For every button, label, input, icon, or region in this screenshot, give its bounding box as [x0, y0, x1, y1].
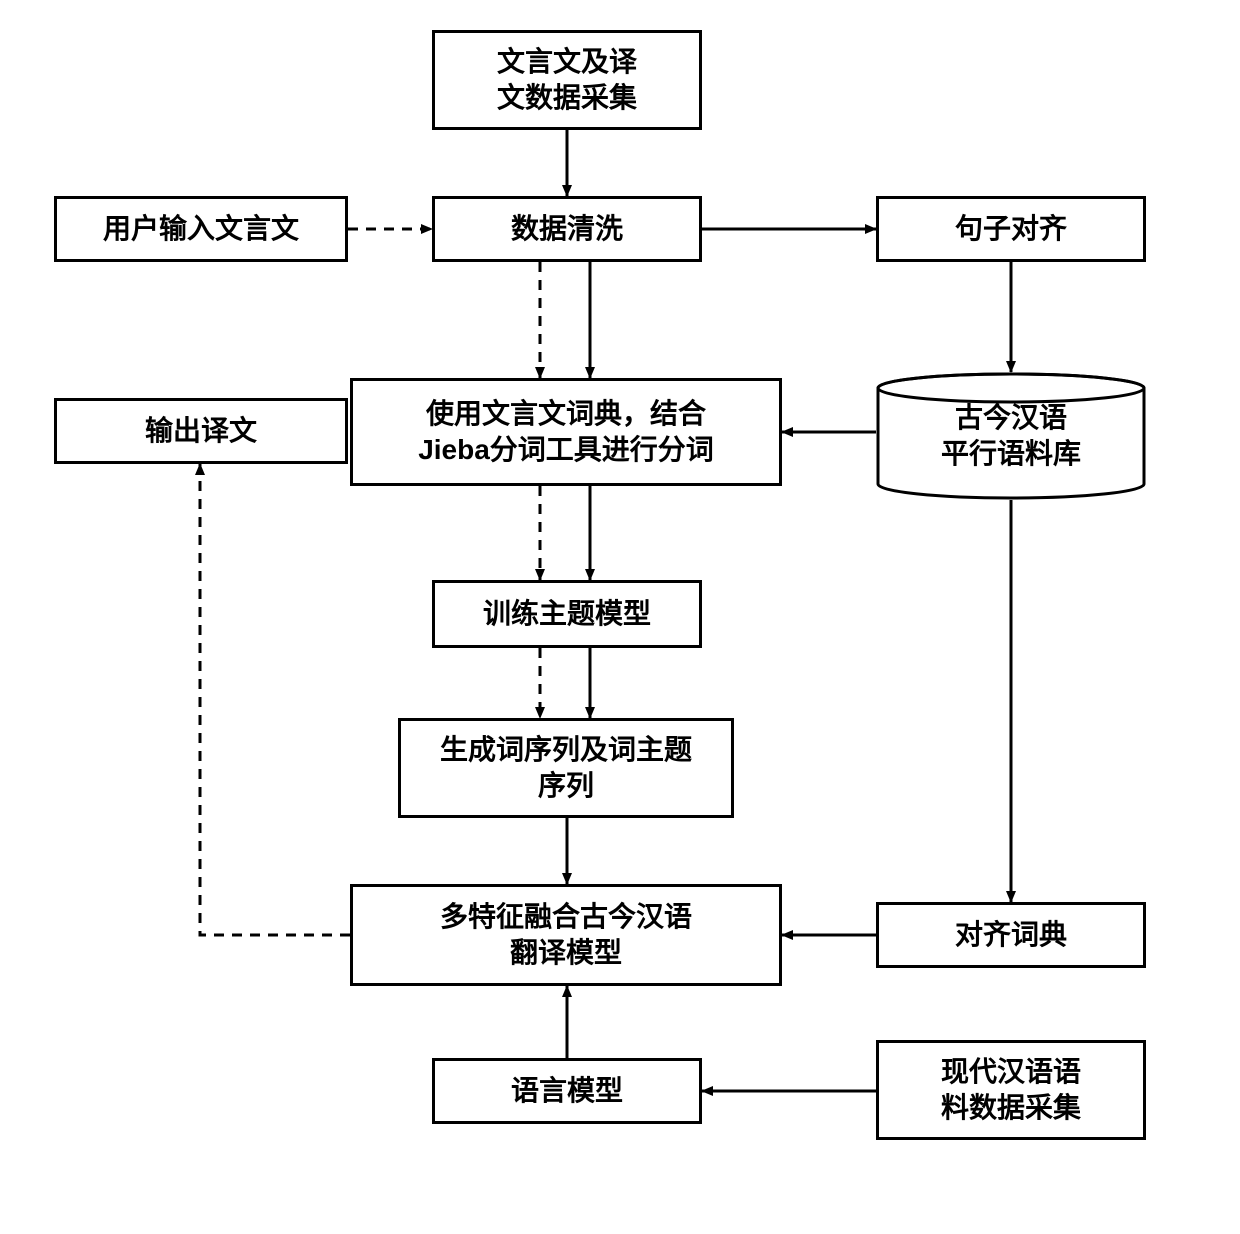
- node-collect: 文言文及译文数据采集: [432, 30, 702, 130]
- edge-translate-to-output: [200, 464, 350, 935]
- node-align: 句子对齐: [876, 196, 1146, 262]
- node-align-dict: 对齐词典: [876, 902, 1146, 968]
- node-train-topic: 训练主题模型: [432, 580, 702, 648]
- node-output: 输出译文: [54, 398, 348, 464]
- node-jieba: 使用文言文词典，结合Jieba分词工具进行分词: [350, 378, 782, 486]
- node-label: 现代汉语语料数据采集: [941, 1054, 1081, 1127]
- node-label: 数据清洗: [511, 211, 623, 247]
- node-label: 文言文及译文数据采集: [497, 44, 637, 117]
- node-modern-collect: 现代汉语语料数据采集: [876, 1040, 1146, 1140]
- node-label: 使用文言文词典，结合Jieba分词工具进行分词: [418, 396, 714, 469]
- node-label: 用户输入文言文: [103, 211, 299, 247]
- node-translate: 多特征融合古今汉语翻译模型: [350, 884, 782, 986]
- node-label: 输出译文: [145, 413, 257, 449]
- node-lang-model: 语言模型: [432, 1058, 702, 1124]
- node-label: 生成词序列及词主题序列: [440, 732, 692, 805]
- node-clean: 数据清洗: [432, 196, 702, 262]
- node-corpus: 古今汉语平行语料库: [876, 372, 1146, 500]
- node-label: 句子对齐: [955, 211, 1067, 247]
- node-label: 古今汉语平行语料库: [941, 400, 1081, 473]
- node-user-input: 用户输入文言文: [54, 196, 348, 262]
- node-label: 语言模型: [511, 1073, 623, 1109]
- node-label: 对齐词典: [955, 917, 1067, 953]
- node-label: 多特征融合古今汉语翻译模型: [440, 899, 692, 972]
- node-label: 训练主题模型: [483, 596, 651, 632]
- node-gen-seq: 生成词序列及词主题序列: [398, 718, 734, 818]
